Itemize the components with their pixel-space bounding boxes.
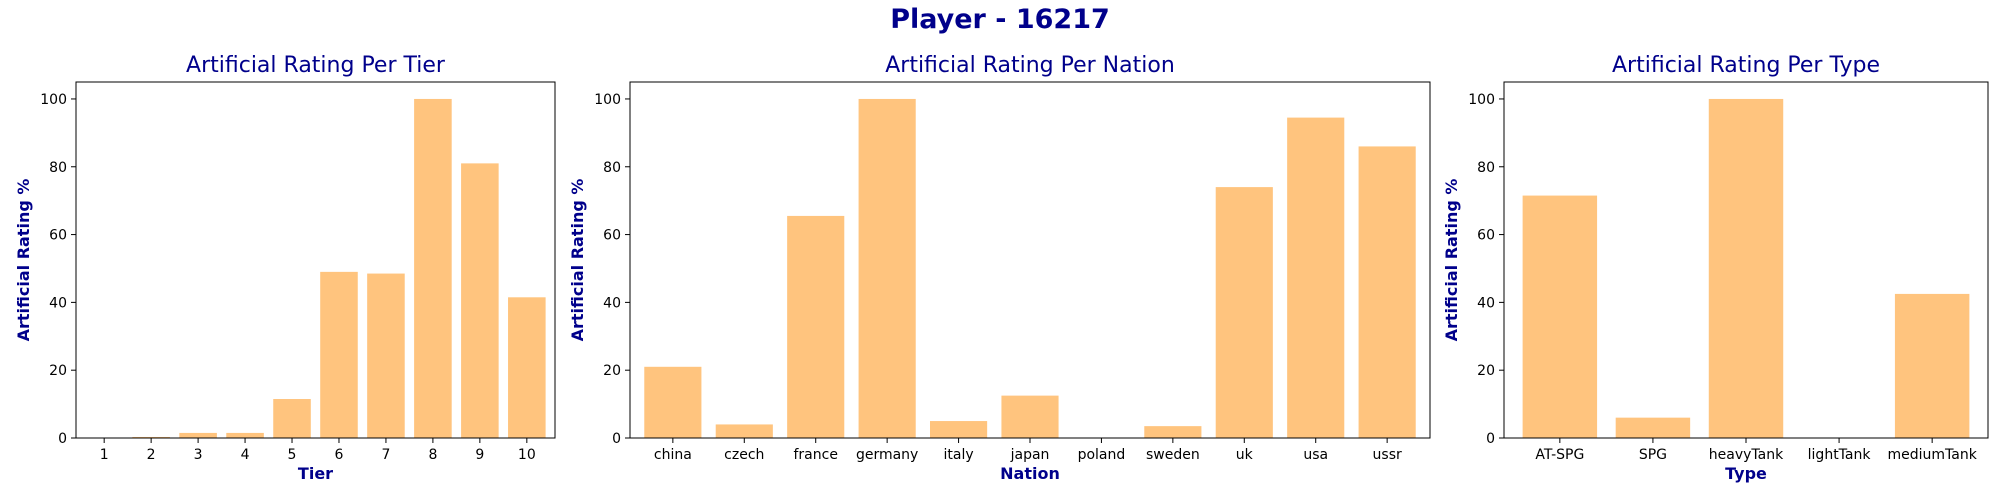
bar-sweden [1144, 426, 1202, 438]
y-tick-label: 20 [603, 363, 621, 379]
bar-germany [858, 98, 916, 438]
x-axis-label: Tier [298, 464, 333, 483]
bar-2 [132, 436, 170, 438]
x-tick-label: lightTank [1808, 447, 1872, 463]
bar-usa [1287, 117, 1345, 438]
x-tick-label: 7 [381, 447, 390, 463]
y-tick-label: 40 [1477, 295, 1495, 311]
bar-china [644, 366, 702, 438]
x-tick-label: 6 [335, 447, 344, 463]
bar-5 [273, 399, 311, 438]
x-tick-label: italy [944, 447, 974, 463]
x-tick-label: 5 [288, 447, 297, 463]
y-tick-label: 0 [58, 431, 67, 447]
x-tick-label: heavyTank [1709, 447, 1784, 463]
bar-mediumTank [1894, 293, 1970, 438]
bar-9 [461, 163, 499, 438]
y-axis-label: Artificial Rating % [14, 179, 33, 342]
x-tick-label: 4 [241, 447, 250, 463]
bar-8 [414, 98, 452, 438]
bar-czech [715, 424, 773, 438]
x-tick-label: 8 [428, 447, 437, 463]
y-tick-label: 0 [612, 431, 621, 447]
x-tick-label: uk [1236, 447, 1254, 463]
y-tick-label: 100 [40, 92, 67, 108]
x-tick-label: japan [1010, 447, 1050, 463]
x-tick-label: mediumTank [1887, 447, 1977, 463]
y-tick-label: 100 [594, 92, 621, 108]
chart-panel-1: 0 20 40 60 80 100 1 2 3 4 5 6 7 8 9 10 Artificial Rating… [14, 53, 556, 483]
x-tick-label: 1 [100, 447, 109, 463]
y-tick-label: 20 [49, 363, 67, 379]
chart-panel-2: 0 20 40 60 80 100 china czech france germany italy… [568, 53, 1431, 483]
y-tick-label: 60 [1477, 228, 1495, 244]
y-tick-label: 60 [49, 228, 67, 244]
x-tick-label: poland [1078, 447, 1126, 463]
x-tick-label: sweden [1146, 447, 1200, 463]
x-tick-label: china [654, 447, 692, 463]
x-tick-label: 3 [194, 447, 203, 463]
chart-panel-3: 0 20 40 60 80 100 AT-SPG SPG heavyTank lightTank m… [1442, 53, 1989, 483]
chart-title: Artificial Rating Per Nation [885, 53, 1175, 78]
y-tick-label: 80 [49, 160, 67, 176]
x-tick-label: SPG [1639, 447, 1667, 463]
bar-6 [320, 271, 358, 438]
figure-title: Player - 16217 [890, 4, 1110, 35]
x-tick-label: AT-SPG [1535, 447, 1584, 463]
y-axis-label: Artificial Rating % [568, 179, 587, 342]
x-tick-label: ussr [1373, 447, 1402, 463]
y-tick-label: 40 [49, 295, 67, 311]
y-tick-label: 40 [603, 295, 621, 311]
x-tick-label: 9 [475, 447, 484, 463]
bar-AT-SPG [1522, 195, 1598, 438]
x-tick-label: czech [724, 447, 764, 463]
x-tick-label: usa [1303, 447, 1328, 463]
y-tick-label: 80 [603, 160, 621, 176]
bar-4 [226, 432, 264, 438]
chart-title: Artificial Rating Per Tier [186, 53, 446, 78]
y-tick-label: 80 [1477, 160, 1495, 176]
bar-10 [508, 297, 546, 438]
x-axis-label: Nation [1000, 464, 1060, 483]
y-tick-label: 0 [1486, 431, 1495, 447]
y-tick-label: 100 [1468, 92, 1495, 108]
bar-ussr [1358, 146, 1416, 438]
bar-france [787, 215, 845, 438]
x-tick-label: 10 [518, 447, 536, 463]
bar-3 [179, 432, 217, 438]
x-tick-label: france [793, 447, 837, 463]
bar-italy [930, 421, 988, 438]
x-axis-label: Type [1725, 464, 1767, 483]
x-tick-label: 2 [147, 447, 156, 463]
y-axis-label: Artificial Rating % [1442, 179, 1461, 342]
y-tick-label: 20 [1477, 363, 1495, 379]
bar-7 [367, 273, 405, 438]
x-tick-label: germany [856, 447, 918, 463]
bar-SPG [1615, 417, 1691, 438]
bar-uk [1215, 187, 1273, 438]
bar-heavyTank [1708, 98, 1784, 438]
bar-japan [1001, 395, 1059, 438]
plot-frame [75, 81, 556, 439]
chart-title: Artificial Rating Per Type [1612, 53, 1880, 78]
y-tick-label: 60 [603, 228, 621, 244]
